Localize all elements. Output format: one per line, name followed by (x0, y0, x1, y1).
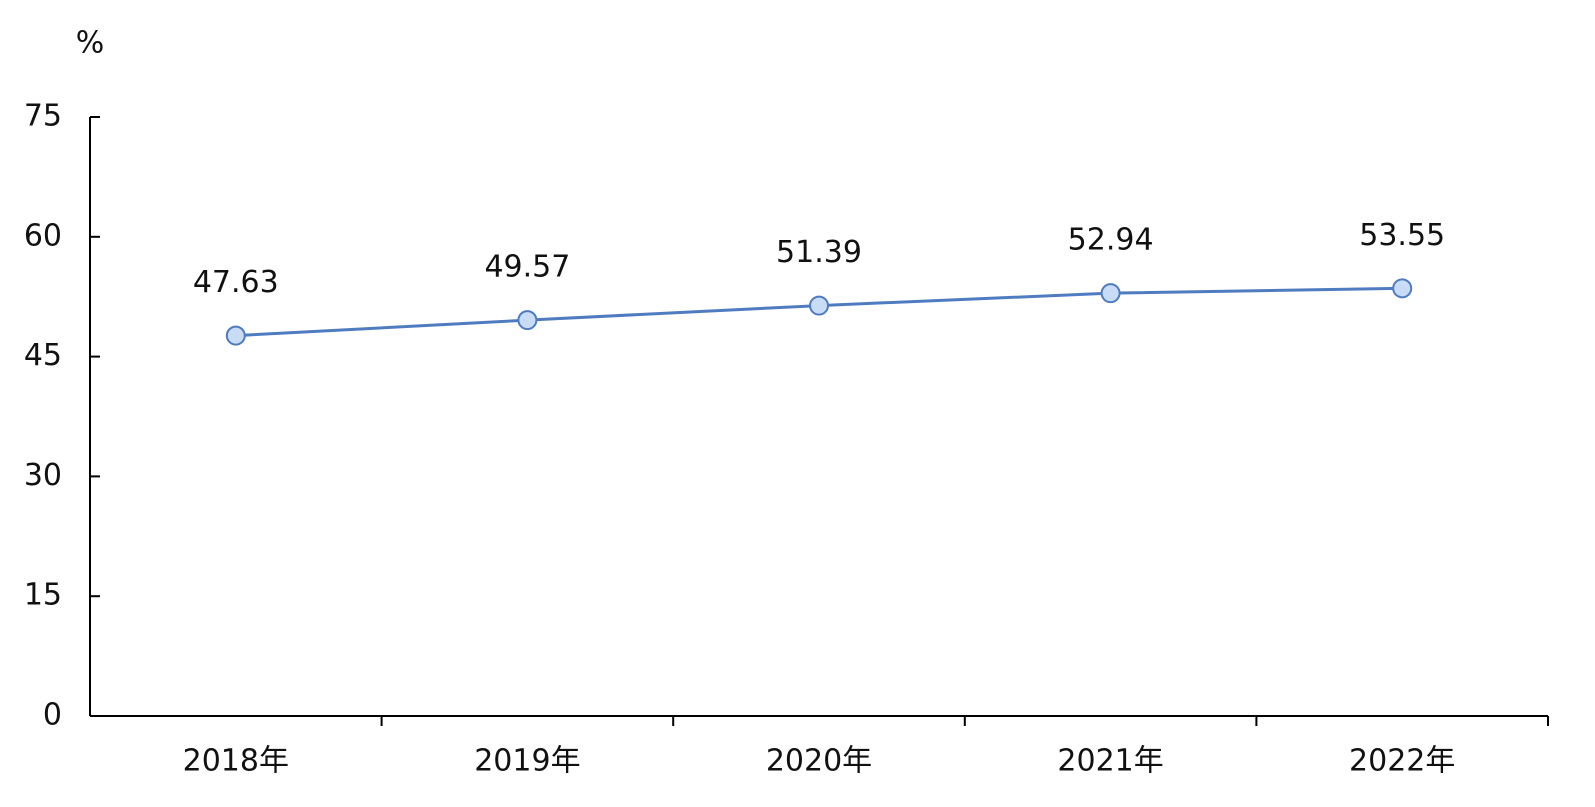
marker (225, 325, 246, 346)
x-tick-label: 2018年 (183, 744, 289, 779)
x-tick-label: 2022年 (1349, 744, 1455, 779)
y-tick-label: 30 (24, 458, 62, 493)
x-tick-label: 2021年 (1057, 744, 1163, 779)
x-tick-label: 2020年 (766, 744, 872, 779)
x-tick-label: 2019年 (474, 744, 580, 779)
marker (1100, 283, 1121, 304)
y-tick-label: 60 (24, 218, 62, 253)
marker (809, 295, 829, 316)
marker (1392, 278, 1413, 299)
data-label: 49.57 (484, 250, 570, 285)
data-label: 47.63 (193, 265, 279, 300)
y-tick-label: 75 (24, 99, 62, 134)
y-tick-label: 15 (24, 578, 62, 613)
y-tick-label: 45 (24, 338, 62, 373)
marker (517, 310, 538, 331)
y-axis-title: % (76, 26, 105, 61)
y-tick-label: 0 (43, 698, 62, 733)
data-label: 51.39 (776, 235, 862, 270)
data-label: 53.55 (1359, 218, 1445, 253)
data-label: 52.94 (1068, 223, 1154, 258)
